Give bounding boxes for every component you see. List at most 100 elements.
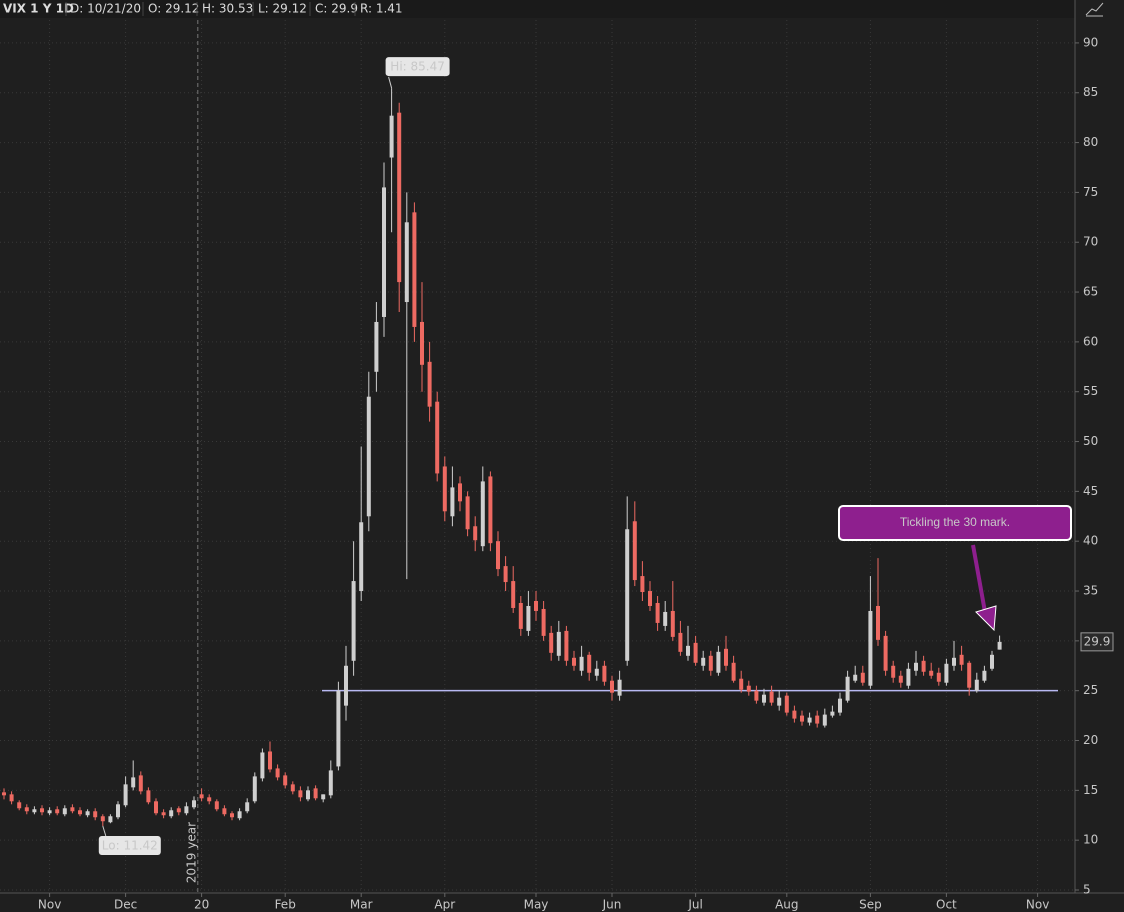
candle-body [480, 481, 485, 547]
candle-body [184, 806, 189, 814]
candle-body [587, 654, 592, 673]
candle-body [860, 672, 865, 683]
last-price-box [1080, 632, 1114, 652]
candle-body [108, 816, 113, 823]
candle-body [670, 610, 675, 637]
candle-body [230, 813, 234, 818]
annotation-arrowhead [975, 605, 997, 632]
x-tick-label: Nov [1026, 898, 1049, 912]
header-open: O: 29.12 [148, 2, 199, 16]
candle-body [214, 801, 219, 810]
candle-body [914, 662, 918, 671]
candle-body [594, 668, 599, 676]
candle-body [952, 657, 956, 666]
candle-body [268, 751, 272, 770]
drawing-tool-icon [1085, 2, 1104, 17]
candle-body [366, 396, 371, 517]
candle-body [290, 784, 295, 792]
candle-body [2, 792, 6, 796]
x-tick-label: Aug [775, 898, 798, 912]
candle-body [838, 698, 842, 713]
candle-body [17, 802, 22, 809]
candle-body [275, 768, 280, 778]
candle-body [541, 608, 546, 636]
candle-body [298, 790, 303, 798]
candle-body [427, 361, 432, 407]
candle-body [891, 665, 896, 678]
candle-body [822, 714, 827, 726]
candle-body [169, 810, 174, 817]
x-tick-label: Jul [687, 898, 702, 912]
candle-body [906, 668, 911, 686]
candle-body [876, 605, 880, 640]
candle-body [40, 808, 44, 813]
y-tick-label: 15 [1083, 783, 1098, 797]
candle-body [792, 710, 797, 719]
candle-body [146, 790, 151, 803]
x-tick-label: Oct [936, 898, 957, 912]
candle-body [100, 816, 105, 822]
candle-body [420, 321, 424, 365]
candle-body [442, 466, 447, 512]
label-pointer [102, 825, 107, 837]
candle-body [731, 662, 736, 681]
y-tick-label: 25 [1083, 683, 1098, 697]
candle-body [503, 566, 508, 583]
candle-body [944, 663, 949, 683]
candle-body [511, 581, 516, 608]
candle-body [739, 678, 744, 690]
y-tick-label: 80 [1083, 135, 1098, 149]
candle-body [85, 811, 90, 816]
high-label: Hi: 85.47 [390, 60, 445, 74]
candle-body [336, 690, 341, 767]
candle-body [610, 680, 614, 693]
drawing-tool[interactable] [1080, 0, 1110, 18]
candle-body [868, 610, 873, 686]
candle-body [78, 810, 82, 815]
candle-body [974, 679, 979, 691]
candle-body [260, 752, 265, 779]
candle-body [313, 788, 318, 799]
y-tick-label: 50 [1083, 434, 1098, 448]
candle-body [967, 662, 972, 688]
header-low: L: 29.12 [258, 2, 307, 16]
candle-body [450, 487, 455, 517]
candle-body [351, 581, 356, 661]
candle-body [207, 797, 212, 802]
y-tick-label: 65 [1083, 285, 1098, 299]
candle-body [47, 810, 52, 814]
annotation-arrow [971, 544, 987, 613]
candle-body [138, 775, 143, 792]
candle-body [176, 808, 181, 813]
y-tick-label: 60 [1083, 334, 1098, 348]
candle-body [997, 641, 1002, 650]
header-date: D: 10/21/20 [70, 2, 141, 16]
candle-body [549, 632, 554, 653]
label-pointer [388, 76, 393, 89]
y-tick-label: 85 [1083, 85, 1098, 99]
candle-body [321, 794, 326, 800]
candle-body [24, 807, 29, 812]
candle-body [853, 674, 858, 681]
y-tick-label: 45 [1083, 484, 1098, 498]
candle-body [921, 660, 926, 672]
candle-body [458, 483, 462, 502]
candle-body [70, 807, 75, 812]
candle-body [990, 654, 994, 669]
x-tick-label: Nov [38, 898, 61, 912]
header-close: C: 29.9 [315, 2, 358, 16]
candle-body [556, 631, 561, 656]
candle-body [959, 654, 964, 665]
candle-body [496, 541, 500, 570]
candle-body [382, 187, 386, 317]
candle-body [800, 715, 804, 722]
candle-body [283, 775, 288, 786]
candle-body [898, 675, 903, 683]
header-bar [0, 0, 1075, 18]
candle-body [344, 665, 348, 706]
candle-body [93, 811, 98, 818]
candle-body [131, 777, 136, 788]
candle-body [192, 800, 196, 808]
